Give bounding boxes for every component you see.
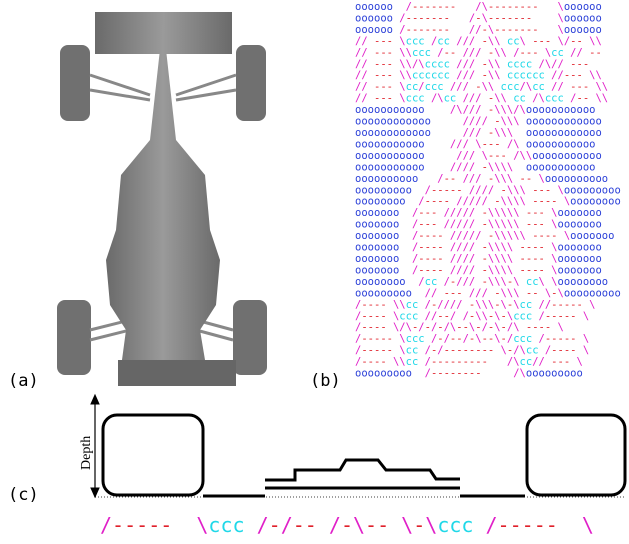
ascii-row: ooooooooo /----- //// -\\\ --- \oooooooo…: [355, 184, 621, 196]
ascii-row: ooooooo /---- //// -\\\\ ---- \ooooooo: [355, 253, 602, 265]
ascii-row: oooooooooooo //// -\\\ oooooooooooo: [355, 116, 602, 128]
ascii-row: oooooo /------- /\-------- \oooooo: [355, 1, 602, 13]
ascii-row: /---- \/\-/-/-/\--\-/-\-/\ ---- \: [355, 322, 564, 334]
ascii-row: ooooooooooo /// \--- /\ ooooooooooo: [355, 138, 595, 150]
depth-profile: [90, 393, 627, 499]
panel-label: (c): [8, 485, 39, 505]
ascii-row: ooooooo /---- ///// -\\\\\ ---- \ooooooo: [355, 230, 614, 242]
ascii-row: /---- \\cc /-//// -\\\-\-\cc //----- \: [355, 299, 595, 311]
ascii-row: ooooooo /--- ///// -\\\\\ --- \ooooooo: [355, 219, 602, 231]
ascii-row: oooooo /------- //-\------- \oooooo: [355, 24, 602, 36]
ascii-row: ooooooo /---- //// -\\\\ ---- \ooooooo: [355, 264, 602, 276]
ascii-row: oooooooo /cc /-/// -\\\-\ cc\ \oooooooo: [355, 276, 608, 288]
ascii-depth-row: /----- \ccc /-/-- /-\-- \-\ccc /----- \: [100, 513, 594, 537]
axis-label: Depth: [79, 436, 94, 470]
ascii-row: ooooooooooo //// -\\\\ ooooooooooo: [355, 161, 595, 173]
ascii-row: ooooooooo // --- /// -\\\ -- \-\oooooooo…: [355, 287, 621, 299]
ascii-row: // --- \\/\cccc /// -\\ cccc /\// ---: [355, 58, 589, 70]
car-render: [57, 12, 267, 386]
ascii-row: /----- \ccc /-/--/-\--\-/ccc /----- \: [355, 333, 589, 345]
ascii-row: ooooooooooo /// \--- /\\ooooooooooo: [355, 150, 602, 162]
ascii-row: ooooooooooo /\/// -\\\/\ooooooooooo: [355, 104, 595, 116]
ascii-row: ooooooo /---- //// -\\\\ ---- \ooooooo: [355, 242, 602, 254]
ascii-row: /---- \\cc /--------- /\cc// --- \: [355, 356, 583, 368]
ascii-row: oooooo /------- /-\------- \oooooo: [355, 12, 602, 24]
ascii-row: // --- \ccc /cc /// -\\ cc\ --- \/-- \\: [355, 35, 602, 47]
panel-label: (b): [310, 371, 341, 391]
ascii-row: // --- \\ccc /-- /// -\\ /--- \cc // --: [355, 47, 602, 59]
panel-label: (a): [8, 371, 39, 391]
ascii-row: ooooooooo /-------- /\ooooooooo: [355, 368, 583, 380]
ascii-row: ooooooo /--- ///// -\\\\\ --- \ooooooo: [355, 207, 602, 219]
ascii-row: // --- \ccc /\cc /// -\\ cc /\ccc /-- \\: [355, 93, 608, 105]
ascii-row: oooooooooooo /// -\\\ oooooooooooo: [355, 127, 602, 139]
ascii-row: // --- \cc/ccc /// -\\ ccc/\cc // --- \\: [355, 81, 608, 93]
ascii-row: // --- \\cccccc /// -\\ cccccc //--- \\: [355, 70, 602, 82]
ascii-art: oooooo /------- /\-------- \oooooooooooo…: [355, 1, 621, 380]
ascii-row: /---- \ccc //--/ /-\\-\-\ccc /----- \: [355, 310, 589, 322]
ascii-row: /----- \cc /-/-------- \-/\cc /---- \: [355, 345, 589, 357]
ascii-row: oooooooo /---- ///// -\\\\ ---- \ooooooo…: [355, 196, 621, 208]
ascii-row: /----- \ccc /-/-- /-\-- \-\ccc /----- \: [100, 513, 594, 537]
ascii-row: oooooooooo /-- /// -\\\ -- \oooooooooo: [355, 173, 608, 185]
